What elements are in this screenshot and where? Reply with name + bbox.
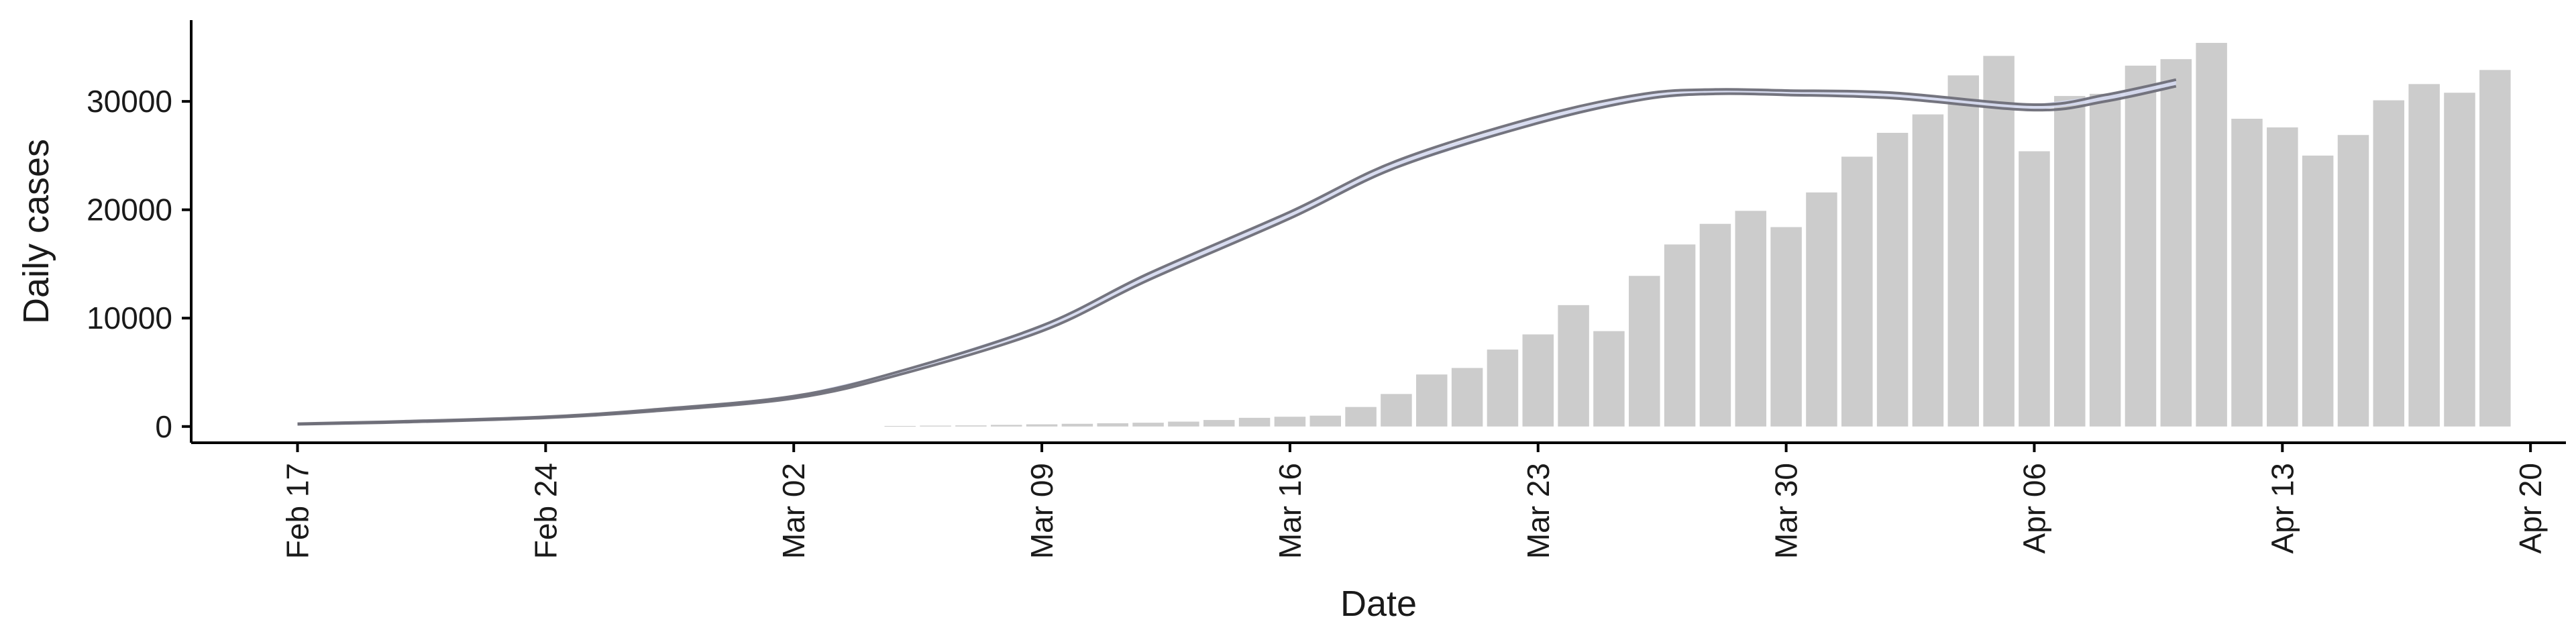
x-tick-label: Apr 06 [2017, 463, 2051, 554]
bar-2020-03-19 [1381, 394, 1412, 427]
bar-2020-04-02 [1876, 133, 1909, 427]
bar-2020-03-22 [1487, 350, 1519, 427]
bar-2020-03-28 [1699, 223, 1731, 427]
bar-2020-04-07 [2054, 96, 2086, 427]
bar-2020-03-12 [1132, 423, 1164, 427]
x-tick-label: Mar 23 [1521, 463, 1556, 559]
bar-2020-03-29 [1735, 211, 1767, 427]
fit-lines [297, 78, 2177, 426]
x-tick-label: Mar 09 [1024, 463, 1059, 559]
y-tick-label: 30000 [87, 84, 172, 119]
bar-2020-03-11 [1097, 423, 1128, 427]
bar-2020-04-09 [2125, 65, 2157, 427]
bar-2020-04-19 [2479, 70, 2511, 427]
x-tick-label: Mar 16 [1273, 463, 1307, 559]
bar-2020-04-13 [2267, 127, 2298, 427]
bar-2020-04-12 [2231, 119, 2263, 427]
bar-2020-04-03 [1912, 114, 1944, 427]
x-tick-label: Mar 30 [1769, 463, 1804, 559]
bar-2020-04-15 [2337, 135, 2369, 427]
x-tick-label: Mar 02 [776, 463, 811, 559]
bar-2020-03-20 [1416, 374, 1448, 427]
bar-2020-03-25 [1593, 331, 1625, 427]
bar-series [884, 42, 2511, 427]
bar-2020-04-17 [2408, 84, 2440, 427]
bar-2020-04-11 [2196, 42, 2227, 427]
bar-2020-03-09 [1026, 424, 1058, 427]
bar-2020-03-18 [1345, 407, 1377, 427]
bar-2020-03-31 [1806, 192, 1837, 427]
x-tick-label: Feb 24 [528, 463, 563, 559]
bar-2020-03-27 [1664, 244, 1696, 427]
bar-2020-04-04 [1947, 75, 1980, 427]
bar-2020-03-10 [1061, 423, 1093, 427]
bar-2020-03-16 [1274, 417, 1306, 427]
bar-2020-03-24 [1558, 305, 1589, 427]
bar-2020-03-21 [1451, 368, 1483, 427]
bar-2020-03-13 [1168, 421, 1199, 427]
bar-2020-03-14 [1203, 420, 1235, 427]
fit-line-1 [297, 85, 2177, 426]
fit-line-2 [297, 78, 2177, 425]
x-tick-label: Apr 13 [2265, 463, 2300, 554]
bar-2020-03-30 [1770, 227, 1802, 427]
bar-2020-03-05 [884, 425, 916, 427]
y-ticks: 0 10000 20000 30000 [87, 84, 191, 444]
bar-2020-03-08 [990, 425, 1022, 427]
bar-2020-04-14 [2302, 155, 2334, 427]
y-tick-label: 10000 [87, 301, 172, 335]
bar-2020-04-01 [1841, 156, 1873, 427]
y-axis-title: Daily cases [16, 139, 56, 324]
bar-2020-04-18 [2444, 93, 2475, 427]
x-tick-label: Apr 20 [2513, 463, 2548, 554]
bar-2020-03-17 [1309, 415, 1341, 427]
bar-2020-03-15 [1238, 417, 1271, 427]
bar-2020-04-10 [2160, 59, 2192, 427]
y-tick-label: 0 [155, 409, 172, 444]
bar-2020-03-26 [1629, 276, 1660, 427]
bar-2020-03-23 [1522, 334, 1554, 427]
bar-2020-03-07 [955, 425, 987, 427]
bar-2020-04-08 [2089, 93, 2121, 427]
bar-2020-04-16 [2373, 100, 2405, 427]
bar-2020-04-05 [1983, 56, 2015, 427]
bar-2020-03-06 [920, 425, 951, 427]
x-ticks: Feb 17 Feb 24 Mar 02 Mar 09 Mar 16 Mar 23 Mar … [280, 443, 2548, 559]
x-tick-label: Feb 17 [280, 463, 315, 559]
y-tick-label: 20000 [87, 193, 172, 227]
x-axis-title: Date [1340, 584, 1417, 624]
bar-2020-04-06 [2019, 151, 2050, 427]
